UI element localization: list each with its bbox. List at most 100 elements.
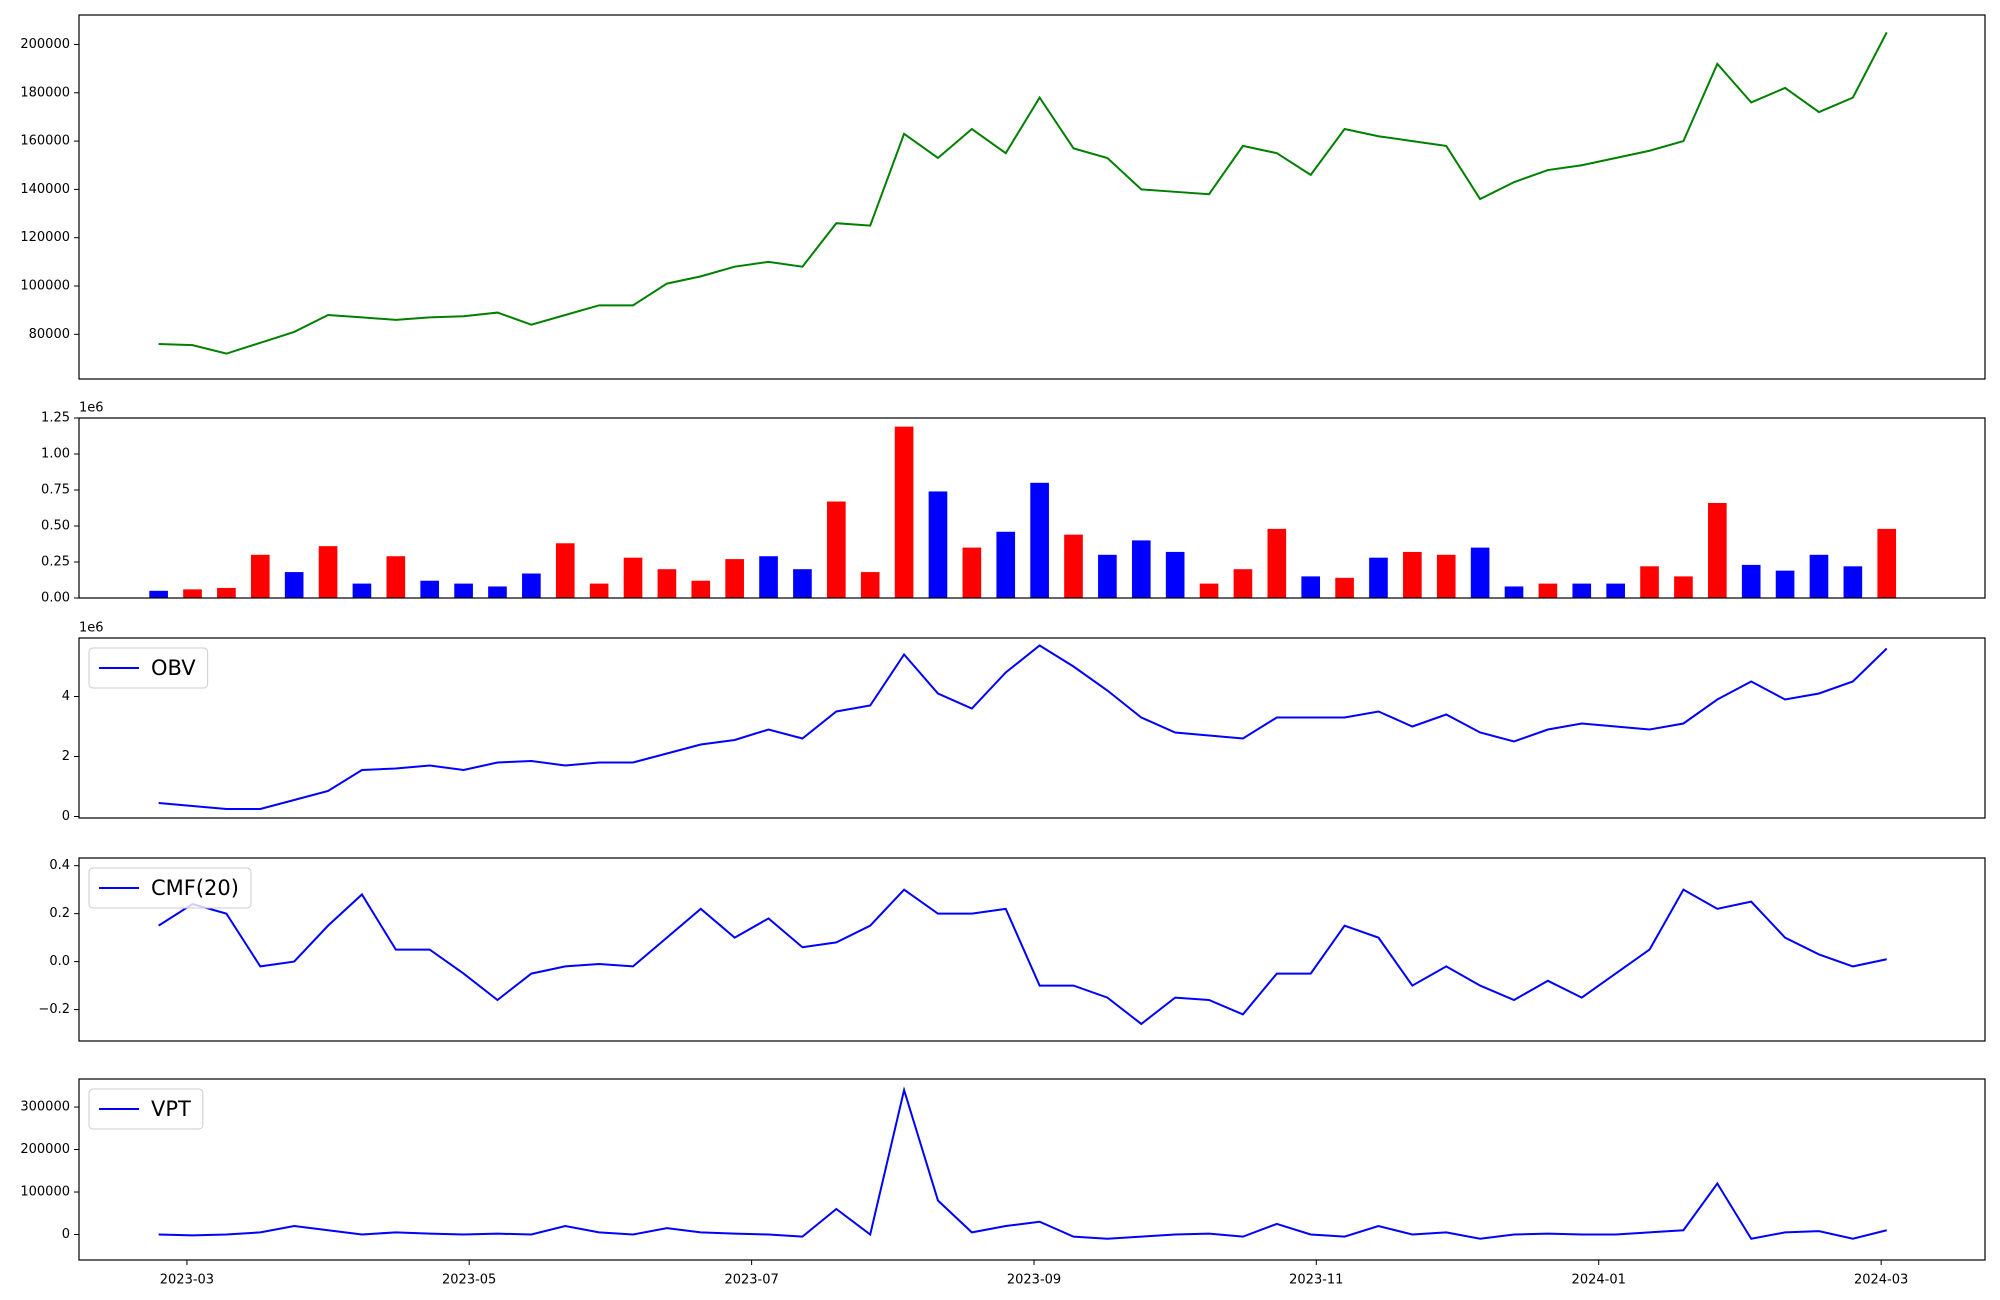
legend-label: VPT (151, 1097, 191, 1121)
y-tick-label: 80000 (29, 327, 70, 342)
y-tick-label: 0.2 (49, 906, 70, 921)
volume-bar (1504, 586, 1524, 598)
volume-bar (1233, 569, 1253, 598)
volume-bar (1809, 554, 1829, 598)
legend-label: OBV (151, 656, 196, 680)
volume-bar (1843, 566, 1863, 598)
price-line (158, 31, 1888, 355)
y-tick-label: 120000 (20, 230, 70, 245)
volume-bar (217, 587, 236, 598)
volume-bar (657, 569, 677, 598)
y-tick-label: 0.75 (41, 483, 70, 498)
volume-bar (1436, 554, 1456, 598)
volume-bar (894, 426, 914, 598)
axes-frame (78, 857, 1986, 1042)
legend-label: CMF(20) (151, 876, 239, 900)
volume-bar (1030, 482, 1049, 598)
volume-bar (1098, 554, 1117, 598)
y-tick-label: 1.25 (41, 411, 70, 426)
offset-text: 1e6 (79, 621, 104, 636)
x-tick-label: 2023-09 (1007, 1273, 1061, 1288)
x-tick-label: 2023-03 (160, 1273, 214, 1288)
volume-bar (691, 580, 711, 598)
volume-bar (522, 573, 541, 598)
volume-bar (1707, 502, 1727, 598)
volume-bar (623, 557, 643, 598)
y-tick-label: 0.4 (49, 858, 70, 873)
volume-bar (1640, 566, 1659, 598)
volume-bar (1301, 576, 1321, 598)
legend-box (88, 867, 252, 909)
volume-bar (555, 543, 575, 598)
y-tick-label: 100000 (20, 1185, 70, 1200)
volume-bar (1741, 564, 1761, 598)
volume-bar (183, 589, 202, 598)
x-tick-label: 2023-11 (1289, 1273, 1343, 1288)
volume-bar (1674, 576, 1693, 598)
volume-bar (1877, 528, 1897, 598)
indicator-line (158, 1086, 1887, 1240)
axes-frame (78, 14, 1986, 380)
y-tick-label: 200000 (20, 1142, 70, 1157)
volume-bar (928, 491, 948, 598)
volume-bar (826, 501, 846, 598)
legend-box (88, 1088, 204, 1130)
volume-bar (1199, 583, 1219, 598)
volume-bar (250, 554, 270, 598)
volume-bar (1369, 557, 1388, 598)
y-tick-label: 160000 (20, 134, 70, 149)
volume-bar (386, 556, 406, 598)
y-tick-label: 0.0 (49, 954, 70, 969)
volume-bar (1470, 547, 1490, 598)
volume-bar (1335, 577, 1354, 598)
volume-bar (488, 586, 507, 598)
y-tick-label: 0.25 (41, 555, 70, 570)
axes-frame (78, 1078, 1986, 1261)
volume-bar (962, 547, 982, 598)
volume-bar (860, 572, 880, 598)
legend-box (88, 647, 209, 689)
volume-bar (149, 590, 168, 598)
volume-bar (1572, 583, 1592, 598)
volume-bar (420, 580, 440, 598)
volume-bar (1131, 540, 1151, 598)
volume-bar (793, 569, 812, 598)
axes-frame (78, 637, 1986, 819)
x-tick-label: 2023-07 (724, 1273, 778, 1288)
y-tick-label: 140000 (20, 182, 70, 197)
volume-bar (1606, 583, 1625, 598)
volume-bar (589, 583, 609, 598)
x-tick-label: 2024-01 (1572, 1273, 1626, 1288)
y-tick-label: −0.2 (38, 1002, 70, 1017)
x-tick-label: 2023-05 (442, 1273, 496, 1288)
y-tick-label: 2 (62, 749, 70, 764)
volume-bar (1538, 583, 1558, 598)
y-tick-label: 0 (62, 1227, 70, 1242)
offset-text: 1e6 (79, 401, 104, 416)
volume-bar (454, 583, 473, 598)
y-tick-label: 100000 (20, 279, 70, 294)
volume-bar (1267, 528, 1287, 598)
y-tick-label: 0.00 (41, 591, 70, 606)
indicator-line (158, 644, 1888, 810)
axes-frame (78, 417, 1986, 599)
volume-bar (759, 556, 778, 598)
y-tick-label: 1.00 (41, 447, 70, 462)
volume-bar (318, 546, 338, 598)
indicator-line (158, 888, 1887, 1026)
y-tick-label: 300000 (20, 1100, 70, 1115)
volume-bar (725, 559, 744, 598)
volume-bar (996, 531, 1016, 598)
volume-bar (1403, 551, 1422, 598)
volume-bar (352, 583, 372, 598)
y-tick-label: 4 (62, 689, 70, 704)
volume-bar (1165, 551, 1185, 598)
y-tick-label: 0.50 (41, 519, 70, 534)
volume-bar (284, 572, 304, 598)
volume-bar (1775, 570, 1795, 598)
y-tick-label: 200000 (20, 37, 70, 52)
volume-bar (1064, 534, 1083, 598)
y-tick-label: 180000 (20, 85, 70, 100)
y-tick-label: 0 (62, 809, 70, 824)
